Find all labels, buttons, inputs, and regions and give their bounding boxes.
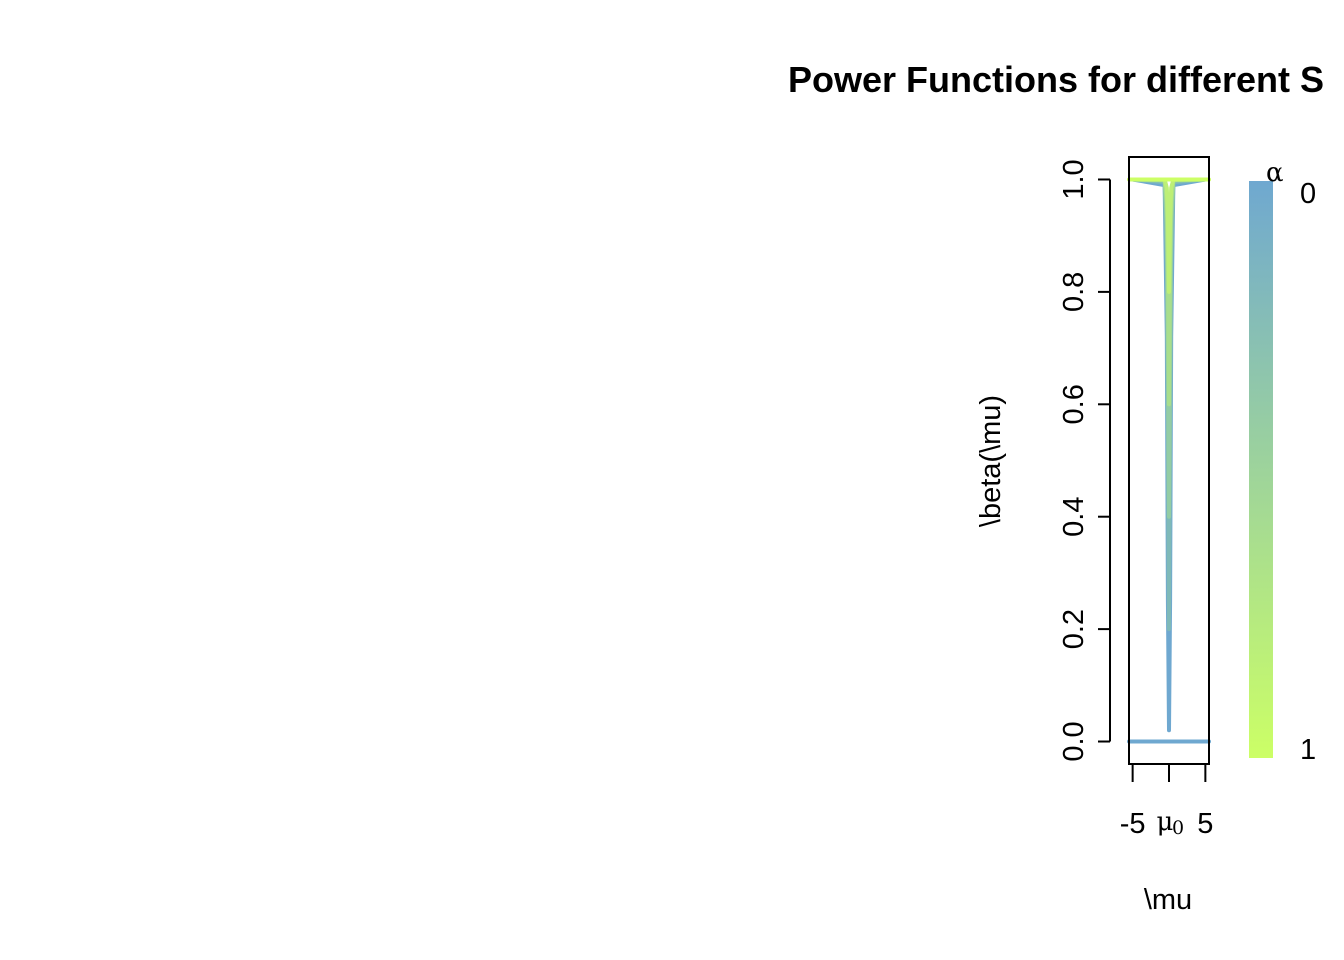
legend-bottom-label: 1 [1300,734,1316,766]
x-tick-label-0: -5 [1120,808,1146,840]
y-axis-label: \beta(\mu) [975,395,1007,527]
x-tick-label-1: μ [1157,807,1174,837]
color-legend: α 0 1 [1249,158,1316,766]
y-axis: 0.0 0.2 0.4 0.6 0.8 1.0 [1058,159,1111,762]
series-layer [1127,177,1211,744]
y-tick-label-3: 0.6 [1058,384,1090,424]
y-tick-label-2: 0.4 [1058,497,1090,537]
legend-color-bar [1249,181,1273,758]
legend-top-label: 0 [1300,178,1316,210]
legend-title: α [1266,158,1284,188]
y-tick-label-1: 0.2 [1058,609,1090,649]
x-tick-label-1-subscript: 0 [1172,817,1184,839]
x-axis: -5 μ0 5 [1120,763,1213,840]
y-tick-label-0: 0.0 [1058,721,1090,761]
x-axis-label: \mu [1144,884,1192,916]
series-line-5 [1130,177,1208,294]
y-tick-label-5: 1.0 [1058,159,1090,199]
x-tick-label-2: 5 [1197,808,1213,840]
y-tick-label-4: 0.8 [1058,272,1090,312]
chart-title: Power Functions for different S [788,59,1324,100]
